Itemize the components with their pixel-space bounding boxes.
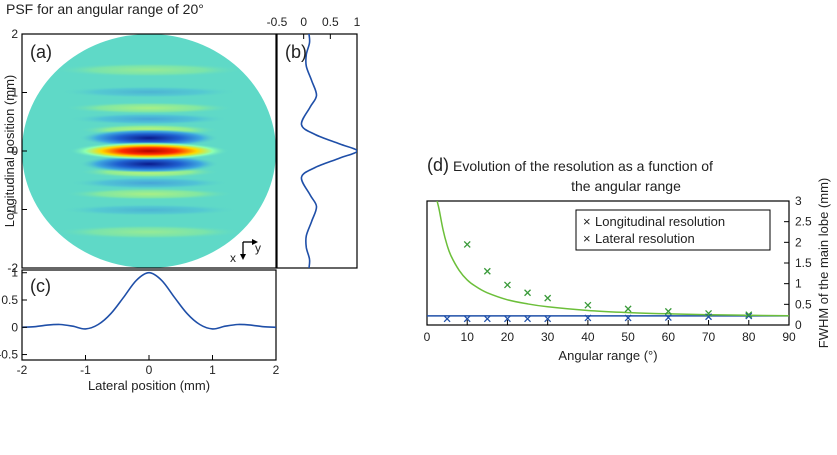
panel-d-xtick-label: 10 bbox=[461, 330, 475, 344]
panel-d: (d) Evolution of the resolution as a fun… bbox=[424, 155, 831, 363]
panel-d-legend: × Longitudinal resolution × Lateral reso… bbox=[575, 209, 771, 251]
legend-marker-lateral-icon: × bbox=[583, 231, 591, 246]
longitudinal-data-point bbox=[624, 314, 632, 322]
panel-b-profile-line bbox=[300, 34, 357, 268]
panel-c-ytick-label: 0.5 bbox=[1, 293, 18, 307]
panel-a: PSF for an angular range of 20° bbox=[2, 1, 277, 275]
legend-entry-lateral: Lateral resolution bbox=[595, 231, 695, 246]
lateral-data-point bbox=[483, 267, 491, 275]
panel-d-xtick-label: 50 bbox=[621, 330, 635, 344]
panel-c-xlabel: Lateral position (mm) bbox=[88, 378, 210, 393]
panel-c-xtick-label: 1 bbox=[209, 363, 216, 377]
legend-marker-longitudinal-icon: × bbox=[583, 214, 591, 229]
longitudinal-data-point bbox=[745, 312, 753, 320]
panel-c-xtick-label: -2 bbox=[17, 363, 28, 377]
panel-d-title: Evolution of the resolution as a functio… bbox=[453, 158, 713, 174]
panel-a-ylabel: Longitudinal position (mm) bbox=[2, 75, 17, 227]
lateral-data-point bbox=[584, 301, 592, 309]
lateral-data-point bbox=[624, 305, 632, 313]
panel-c-frame bbox=[21, 269, 277, 361]
longitudinal-data-point bbox=[664, 314, 672, 322]
panel-d-label: (d) bbox=[427, 155, 449, 175]
panel-c-ytick-label: -0.5 bbox=[0, 348, 18, 362]
panel-a-title: PSF for an angular range of 20° bbox=[6, 1, 204, 17]
panel-d-xtick-label: 70 bbox=[702, 330, 716, 344]
longitudinal-data-point bbox=[483, 315, 491, 323]
panel-d-xtick-label: 40 bbox=[581, 330, 595, 344]
panel-b-xtick-label: 1 bbox=[354, 15, 361, 29]
lateral-data-point bbox=[544, 294, 552, 302]
panel-d-xtick-label: 80 bbox=[742, 330, 756, 344]
panel-c-xtick-label: -1 bbox=[80, 363, 91, 377]
panel-b-xtick-label: -0.5 bbox=[267, 15, 288, 29]
lateral-data-point bbox=[524, 289, 532, 297]
panel-c-y-ticks: -0.5 0 0.5 1 bbox=[0, 266, 27, 362]
panel-a-ytick-label: -1 bbox=[7, 203, 18, 217]
psf-heatmap bbox=[22, 34, 276, 268]
panel-d-xlabel: Angular range (°) bbox=[558, 348, 657, 363]
panel-d-xtick-label: 90 bbox=[782, 330, 796, 344]
panel-d-markers bbox=[443, 240, 753, 323]
panel-c-xtick-label: 0 bbox=[146, 363, 153, 377]
orientation-label-x: x bbox=[230, 251, 236, 265]
panel-a-ytick-label: -2 bbox=[7, 261, 18, 275]
panel-a-label: (a) bbox=[30, 42, 52, 62]
arrow-right-icon bbox=[252, 239, 258, 245]
panel-d-ytick-label: 2 bbox=[795, 235, 802, 249]
orientation-arrows: x y bbox=[230, 239, 261, 265]
panel-a-ytick-label: 1 bbox=[11, 86, 18, 100]
panel-d-xtick-label: 20 bbox=[501, 330, 515, 344]
panel-d-ytick-label: 0.5 bbox=[795, 297, 812, 311]
arrow-down-icon bbox=[240, 254, 246, 260]
panel-d-xtick-label: 30 bbox=[541, 330, 555, 344]
panel-b-xtick-label: 0 bbox=[300, 15, 307, 29]
panel-c-x-ticks: -2 -1 0 1 2 bbox=[17, 355, 280, 377]
lateral-data-point bbox=[463, 240, 471, 248]
legend-entry-longitudinal: Longitudinal resolution bbox=[595, 214, 725, 229]
panel-d-xtick-label: 60 bbox=[662, 330, 676, 344]
longitudinal-data-point bbox=[503, 315, 511, 323]
legend-box bbox=[575, 209, 771, 251]
lateral-data-point bbox=[745, 311, 753, 319]
panel-c-xtick-label: 2 bbox=[273, 363, 280, 377]
panel-c-ytick-label: 1 bbox=[11, 266, 18, 280]
panel-c-profile-line bbox=[22, 271, 276, 330]
panel-d-title-line2: the angular range bbox=[571, 178, 681, 194]
panel-d-x-ticks: 0 10 20 30 40 50 60 70 80 90 bbox=[424, 320, 796, 344]
panel-a-ytick-label: 2 bbox=[11, 27, 18, 41]
panel-a-y-ticks: -2 -1 0 1 2 bbox=[7, 27, 27, 275]
panel-b-xtick-label: 0.5 bbox=[322, 15, 339, 29]
panel-d-y-ticks: 0 0.5 1 1.5 2 2.5 3 bbox=[784, 194, 812, 332]
longitudinal-data-point bbox=[584, 314, 592, 322]
panel-b-frame bbox=[276, 33, 358, 269]
panel-d-xtick-label: 0 bbox=[424, 330, 431, 344]
longitudinal-data-point bbox=[463, 315, 471, 323]
panel-c: -2 -1 0 1 2 -0.5 0 0.5 1 (c) Lateral position (… bbox=[0, 266, 280, 393]
panel-d-ytick-label: 0 bbox=[795, 318, 802, 332]
panel-d-ytick-label: 3 bbox=[795, 194, 802, 208]
panel-b-x-ticks: -0.5 0 0.5 1 bbox=[267, 15, 361, 39]
panel-d-ylabel: FWHM of the main lobe (mm) bbox=[816, 178, 831, 348]
longitudinal-data-point bbox=[524, 315, 532, 323]
lateral-data-point bbox=[664, 307, 672, 315]
lateral-data-point bbox=[705, 309, 713, 317]
panel-b: -0.5 0 0.5 1 (b) bbox=[267, 15, 361, 269]
longitudinal-data-point bbox=[443, 315, 451, 323]
panel-b-label: (b) bbox=[285, 42, 307, 62]
panel-d-ytick-label: 2.5 bbox=[795, 215, 812, 229]
orientation-label-y: y bbox=[255, 241, 261, 255]
longitudinal-data-point bbox=[544, 315, 552, 323]
panel-c-label: (c) bbox=[30, 276, 51, 296]
panel-d-ytick-label: 1.5 bbox=[795, 256, 812, 270]
lateral-data-point bbox=[503, 281, 511, 289]
panel-d-ytick-label: 1 bbox=[795, 277, 802, 291]
panel-c-ytick-label: 0 bbox=[11, 320, 18, 334]
panel-a-ytick-label: 0 bbox=[11, 144, 18, 158]
